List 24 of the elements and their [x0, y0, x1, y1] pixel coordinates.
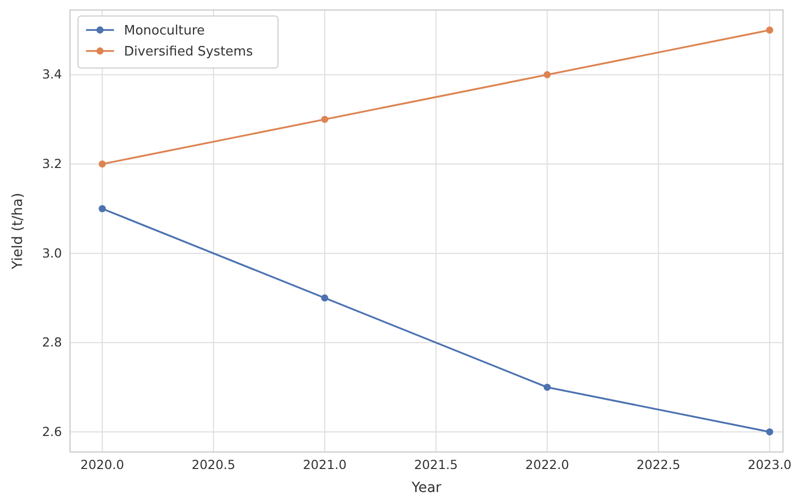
x-axis-title: Year: [410, 480, 442, 496]
point: [321, 294, 328, 302]
legend-label: Monoculture: [124, 24, 205, 38]
x-tick-label: 2023.0: [748, 456, 792, 472]
point: [544, 71, 551, 78]
y-tick-label: 3.0: [42, 245, 62, 260]
point: [98, 205, 106, 212]
legend-label: Diversified Systems: [124, 44, 254, 60]
y-tick-label: 3.4: [42, 66, 62, 82]
x-tick-label: 2020.5: [192, 456, 236, 472]
point: [766, 26, 774, 34]
point: [544, 384, 551, 391]
x-tick-label: 2021.0: [302, 456, 347, 472]
y-tick-label: 2.6: [42, 424, 62, 439]
x-tick-label: 2020.0: [80, 456, 124, 472]
point: [98, 160, 106, 168]
point: [321, 116, 328, 123]
y-tick-label: 3.2: [42, 156, 62, 172]
point: [766, 428, 774, 436]
x-tick-label: 2022.5: [636, 456, 680, 472]
y-axis-title: Yield (t/ha): [10, 192, 26, 270]
x-tick-label: 2021.5: [414, 456, 458, 472]
y-tick-label: 2.8: [42, 334, 62, 350]
x-tick-label: 2022.0: [525, 456, 570, 472]
